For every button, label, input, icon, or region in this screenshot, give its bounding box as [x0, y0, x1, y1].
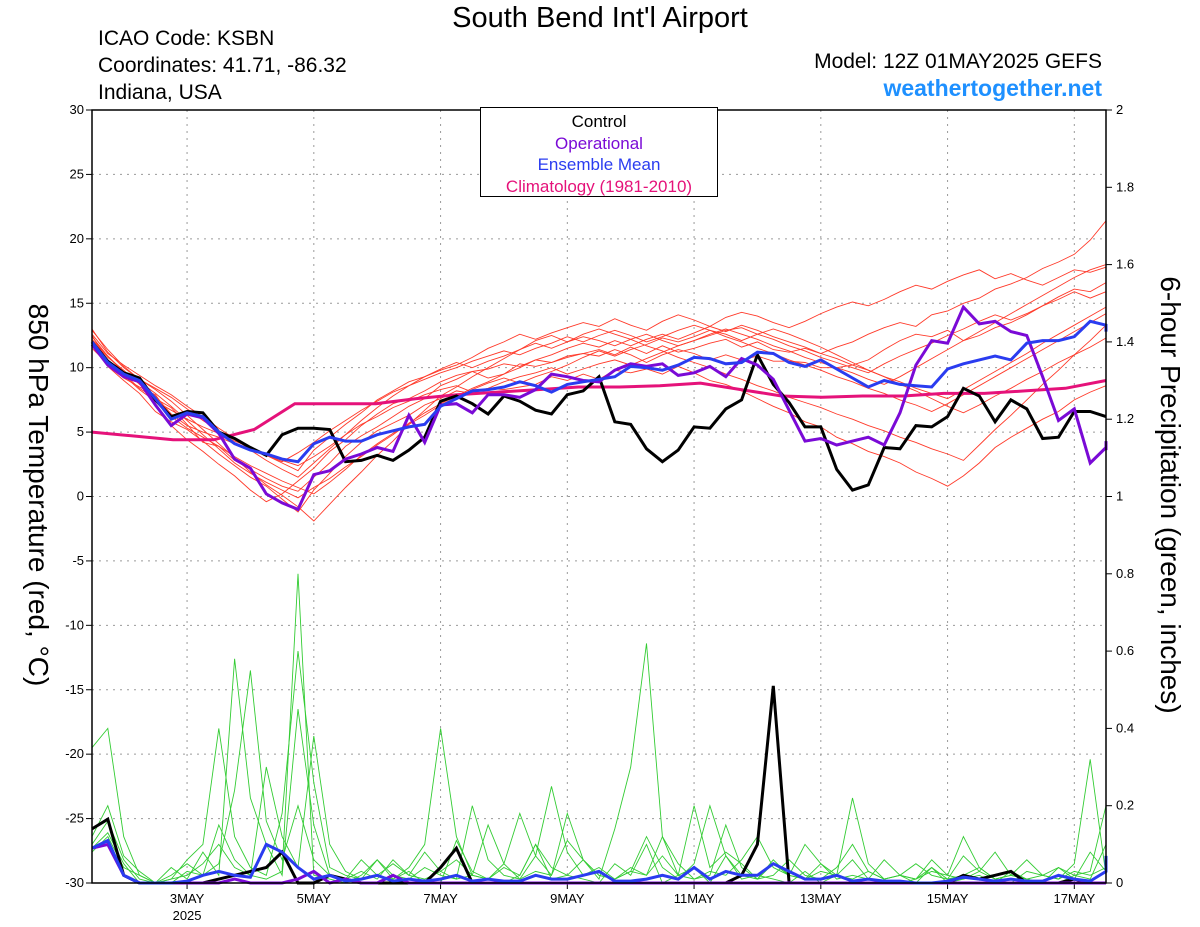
temp-member-line [91, 282, 1107, 492]
temp-member-line [91, 324, 1107, 522]
left-tick-label: -25 [65, 811, 84, 826]
right-tick-label: 1.2 [1116, 411, 1134, 426]
left-tick-label: 30 [70, 102, 84, 117]
legend: Control Operational Ensemble Mean Climat… [480, 107, 718, 197]
precip-member-line [91, 604, 1107, 884]
x-tick-label: 17MAY [1053, 891, 1095, 906]
precip-member-line [91, 651, 1107, 884]
temp-member-line [91, 220, 1107, 503]
x-tick-sublabel: 2025 [173, 908, 202, 923]
precip-member-line [91, 736, 1107, 884]
right-tick-label: 0.2 [1116, 798, 1134, 813]
model-run: Model: 12Z 01MAY2025 GEFS [814, 50, 1102, 73]
left-tick-label: -15 [65, 682, 84, 697]
coordinates: Coordinates: 41.71, -86.32 [98, 54, 347, 77]
left-tick-label: 15 [70, 295, 84, 310]
right-tick-label: 1.6 [1116, 257, 1134, 272]
icao-code: ICAO Code: KSBN [98, 27, 275, 50]
x-tick-label: 15MAY [927, 891, 969, 906]
x-tick-label: 7MAY [423, 891, 458, 906]
left-axis-label: 850 hPa Temperature (red, °C) [23, 303, 54, 687]
left-tick-label: 20 [70, 231, 84, 246]
left-tick-label: 10 [70, 360, 84, 375]
temp-member-line [91, 328, 1107, 495]
x-tick-label: 11MAY [674, 891, 715, 906]
legend-climatology: Climatology (1981-2010) [505, 176, 693, 196]
right-tick-label: 1.4 [1116, 334, 1134, 349]
temp-member-line [91, 264, 1107, 478]
climatology-line [91, 379, 1107, 442]
x-tick-label: 5MAY [297, 891, 332, 906]
right-tick-label: 0.6 [1116, 643, 1134, 658]
right-tick-label: 0.8 [1116, 566, 1134, 581]
temp-mean-line [90, 319, 1108, 464]
legend-operational: Operational [555, 133, 643, 153]
right-tick-label: 2 [1116, 102, 1123, 117]
legend-control: Control [571, 112, 627, 131]
right-tick-label: 1 [1116, 489, 1123, 504]
left-tick-label: -30 [65, 875, 84, 890]
left-tick-label: 0 [77, 489, 84, 504]
right-tick-label: 0 [1116, 875, 1123, 890]
left-tick-label: -20 [65, 746, 84, 761]
left-tick-label: 5 [77, 424, 84, 439]
x-tick-label: 3MAY [170, 891, 205, 906]
precip-mean-line [91, 838, 1108, 885]
left-tick-label: -5 [72, 553, 84, 568]
brand-link[interactable]: weathertogether.net [883, 75, 1102, 101]
right-tick-label: 0.4 [1116, 720, 1134, 735]
x-tick-label: 13MAY [800, 891, 842, 906]
right-axis-label: 6-hour Precipitation (green, inches) [1155, 276, 1186, 714]
left-tick-label: -10 [65, 617, 84, 632]
left-tick-label: 25 [70, 166, 84, 181]
temp-operational-line [90, 304, 1108, 512]
location: Indiana, USA [98, 81, 222, 104]
legend-ensemble-mean: Ensemble Mean [537, 155, 661, 174]
chart-title: South Bend Int'l Airport [452, 2, 748, 34]
x-tick-label: 9MAY [550, 891, 585, 906]
right-tick-label: 1.8 [1116, 179, 1134, 194]
